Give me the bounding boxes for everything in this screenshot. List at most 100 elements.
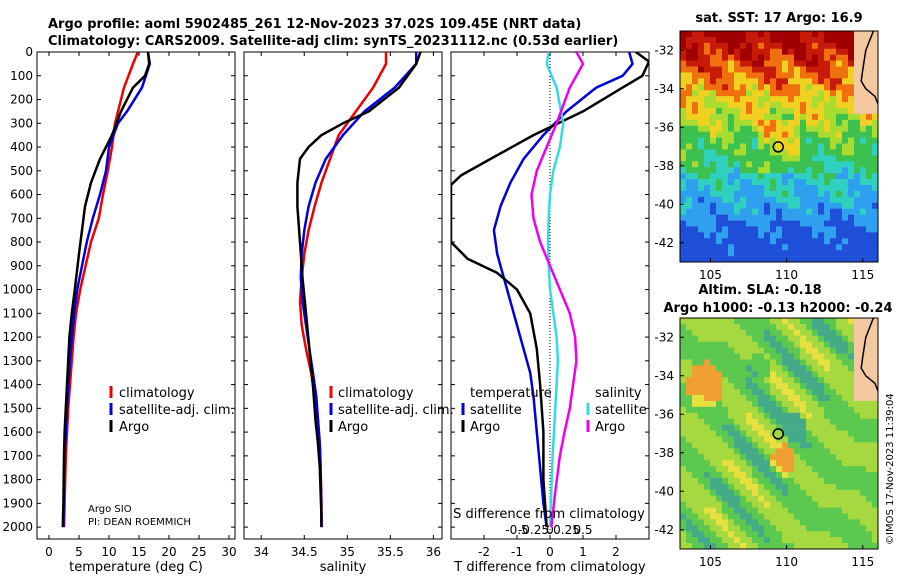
map-cell [782, 400, 789, 408]
map-cell [872, 131, 878, 138]
map-cell [848, 48, 855, 55]
map-cell [740, 389, 747, 396]
map-cell [716, 78, 723, 85]
map-cell [818, 202, 825, 209]
map-cell [734, 353, 741, 360]
map-cell [872, 119, 878, 127]
map-cell [764, 341, 771, 348]
map-cell [794, 90, 801, 97]
map-cell [782, 214, 789, 221]
map-cell [818, 167, 825, 174]
map-cell [686, 329, 693, 337]
map-cell [824, 119, 831, 127]
map-cell [734, 42, 741, 50]
map-cell [860, 48, 867, 55]
map-cell [860, 395, 867, 402]
map-cell [836, 90, 843, 97]
map-cell [842, 359, 849, 366]
map-cell [806, 400, 813, 408]
map-cell [854, 323, 861, 331]
map-cell [710, 400, 717, 408]
map-cell [722, 173, 729, 180]
map-cell [764, 543, 771, 549]
map-cell [860, 466, 867, 473]
legend-t-satellite-label: satellite [470, 403, 522, 418]
map-cell [836, 525, 843, 532]
map-cell [764, 72, 771, 79]
map-cell [764, 143, 771, 150]
map-cell [806, 489, 813, 496]
map-cell [770, 489, 777, 496]
map-cell [710, 131, 717, 138]
map-cell [698, 335, 705, 342]
map-cell [734, 389, 741, 396]
map-cell [770, 318, 777, 325]
map-cell [758, 84, 765, 91]
map-cell [782, 232, 789, 239]
map-cell [824, 525, 831, 532]
map-cell [716, 131, 723, 138]
map-cell [758, 353, 765, 360]
map-cell [782, 395, 789, 402]
map-cell [710, 442, 717, 449]
map-cell [842, 173, 849, 180]
map-cell [770, 442, 777, 449]
map-cell [722, 519, 729, 526]
map-cell [686, 383, 693, 390]
map-cell [806, 131, 813, 138]
map-cell [776, 137, 783, 144]
map-cell [794, 161, 801, 168]
map-cell [692, 173, 699, 180]
map-cell [752, 353, 759, 360]
map-cell [722, 137, 729, 144]
map-cell [818, 519, 825, 526]
map-cell [824, 149, 831, 156]
map-cell [728, 250, 735, 257]
map-cell [692, 102, 699, 109]
map-cell [854, 60, 861, 67]
map-cell [848, 220, 855, 227]
map-cell [806, 412, 813, 419]
map-cell [776, 359, 783, 366]
map-cell [764, 347, 771, 354]
map-cell [728, 424, 735, 431]
map-cell [734, 323, 741, 331]
map-cell [686, 477, 693, 485]
map-cell [716, 54, 723, 61]
map-cell [746, 513, 753, 520]
map-cell [710, 60, 717, 67]
map-cell [704, 424, 711, 431]
map-cell [806, 244, 813, 251]
map-cell [788, 78, 795, 85]
map-cell [770, 108, 777, 115]
map-cell [728, 371, 735, 378]
pi-institution: Argo SIO [88, 504, 132, 515]
map-cell [758, 36, 765, 44]
map-cell [710, 543, 717, 549]
map-cell [824, 531, 831, 538]
map-cell [818, 395, 825, 402]
map-cell [812, 131, 819, 138]
map-cell [830, 119, 837, 127]
map-cell [836, 460, 843, 467]
map-cell [740, 202, 747, 209]
map-cell [776, 365, 783, 372]
map-cell [842, 495, 849, 502]
map-cell [836, 442, 843, 449]
map-cell [698, 113, 705, 121]
map-cell [788, 250, 795, 257]
map-cell [860, 173, 867, 180]
y-tick-label: 1800 [2, 473, 33, 487]
map-cell [824, 232, 831, 239]
map-cell [752, 31, 759, 38]
map-cell [686, 256, 693, 262]
map-cell [740, 489, 747, 496]
map-cell [818, 60, 825, 67]
map-cell [872, 232, 878, 239]
map-cell [812, 238, 819, 245]
map-cell [788, 507, 795, 514]
map-cell [842, 323, 849, 331]
figure-title-line1: Argo profile: aoml 5902485_261 12-Nov-20… [48, 17, 581, 32]
map-cell [800, 448, 807, 455]
map-cell [854, 125, 861, 132]
